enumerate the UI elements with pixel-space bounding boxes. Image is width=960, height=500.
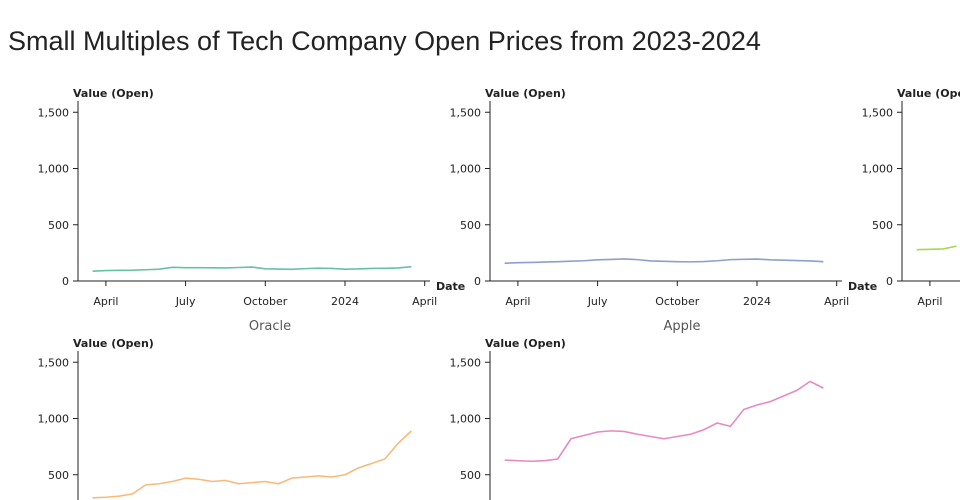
- x-tick-label: April: [412, 295, 437, 308]
- price-line: [504, 258, 824, 265]
- x-axis-title: Date: [436, 280, 465, 293]
- y-tick-label: 1,500: [862, 106, 894, 119]
- x-tick-label: April: [917, 295, 942, 308]
- price-line: [916, 245, 957, 251]
- y-tick-label: 1,000: [450, 163, 482, 176]
- price-line: [504, 380, 824, 463]
- x-tick-label: 2024: [743, 295, 771, 308]
- x-tick-label: 2024: [331, 295, 359, 308]
- y-tick-label: 1,500: [38, 356, 70, 369]
- y-tick-label: 0: [474, 275, 481, 288]
- x-tick-label: October: [243, 295, 287, 308]
- chart-title: Small Multiples of Tech Company Open Pri…: [8, 26, 761, 56]
- facet-label: Oracle: [249, 319, 291, 334]
- y-tick-label: 1,500: [38, 106, 70, 119]
- x-tick-label: July: [587, 295, 608, 308]
- y-tick-label: 500: [48, 219, 69, 232]
- y-tick-label: 500: [460, 469, 481, 482]
- y-tick-label: 1,000: [450, 413, 482, 426]
- x-tick-label: October: [655, 295, 699, 308]
- x-tick-label: April: [824, 295, 849, 308]
- y-tick-label: 500: [48, 469, 69, 482]
- x-tick-label: April: [505, 295, 530, 308]
- y-tick-label: 1,000: [38, 163, 70, 176]
- price-line: [92, 430, 412, 499]
- x-axis-title: Date: [848, 280, 877, 293]
- x-tick-label: July: [175, 295, 196, 308]
- y-tick-label: 0: [886, 275, 893, 288]
- y-axis-title: Value (Open): [73, 337, 154, 350]
- y-tick-label: 1,500: [450, 356, 482, 369]
- y-tick-label: 1,000: [38, 413, 70, 426]
- y-tick-label: 0: [62, 275, 69, 288]
- y-tick-label: 1,000: [862, 163, 894, 176]
- y-tick-label: 500: [872, 219, 893, 232]
- x-tick-label: April: [93, 295, 118, 308]
- y-axis-title: Value (Open): [485, 337, 566, 350]
- y-axis-title: Value (Open): [897, 87, 960, 100]
- facet-label: Apple: [663, 319, 700, 334]
- y-axis-title: Value (Open): [73, 87, 154, 100]
- y-axis-title: Value (Open): [485, 87, 566, 100]
- price-line: [92, 265, 412, 273]
- y-tick-label: 500: [460, 219, 481, 232]
- y-tick-label: 1,500: [450, 106, 482, 119]
